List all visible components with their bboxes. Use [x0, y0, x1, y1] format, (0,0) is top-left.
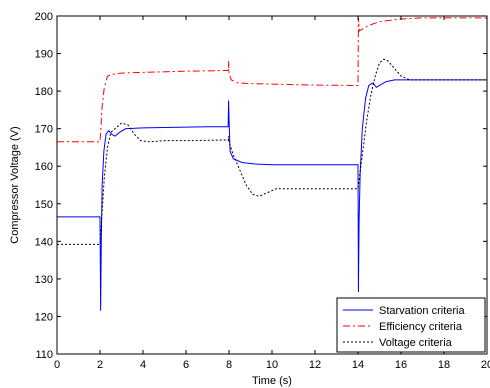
legend-label-1: Starvation criteria — [379, 305, 465, 317]
x-tick-label: 12 — [309, 359, 321, 371]
x-tick-label: 6 — [183, 359, 189, 371]
y-tick-label: 190 — [35, 49, 53, 61]
legend: Starvation criteria Efficiency criteria Vo… — [336, 297, 486, 353]
series-line-3 — [57, 58, 487, 245]
series-line-1 — [57, 79, 487, 311]
x-tick-label: 2 — [97, 359, 103, 371]
y-tick-label: 160 — [35, 161, 53, 173]
legend-label-2: Efficiency criteria — [379, 321, 463, 333]
x-tick-label: 8 — [226, 359, 232, 371]
y-axis-label: Compressor Voltage (V) — [9, 126, 21, 243]
series-line-2 — [57, 17, 487, 143]
x-tick-label: 10 — [266, 359, 278, 371]
x-tick-label: 16 — [395, 359, 407, 371]
y-tick-label: 200 — [35, 11, 53, 23]
y-tick-label: 120 — [35, 311, 53, 323]
y-tick-label: 130 — [35, 274, 53, 286]
legend-label-3: Voltage criteria — [379, 337, 453, 349]
y-tick-label: 140 — [35, 236, 53, 248]
x-tick-label: 0 — [54, 359, 60, 371]
x-tick-label: 4 — [140, 359, 146, 371]
y-tick-label: 110 — [35, 349, 53, 361]
y-tick-label: 170 — [35, 124, 53, 136]
x-axis-label: Time (s) — [252, 375, 292, 387]
y-tick-label: 180 — [35, 86, 53, 98]
legend-box — [336, 297, 486, 353]
x-tick-label: 18 — [438, 359, 450, 371]
x-tick-label: 20 — [481, 359, 490, 371]
x-tick-label: 14 — [352, 359, 364, 371]
y-tick-label: 150 — [35, 199, 53, 211]
